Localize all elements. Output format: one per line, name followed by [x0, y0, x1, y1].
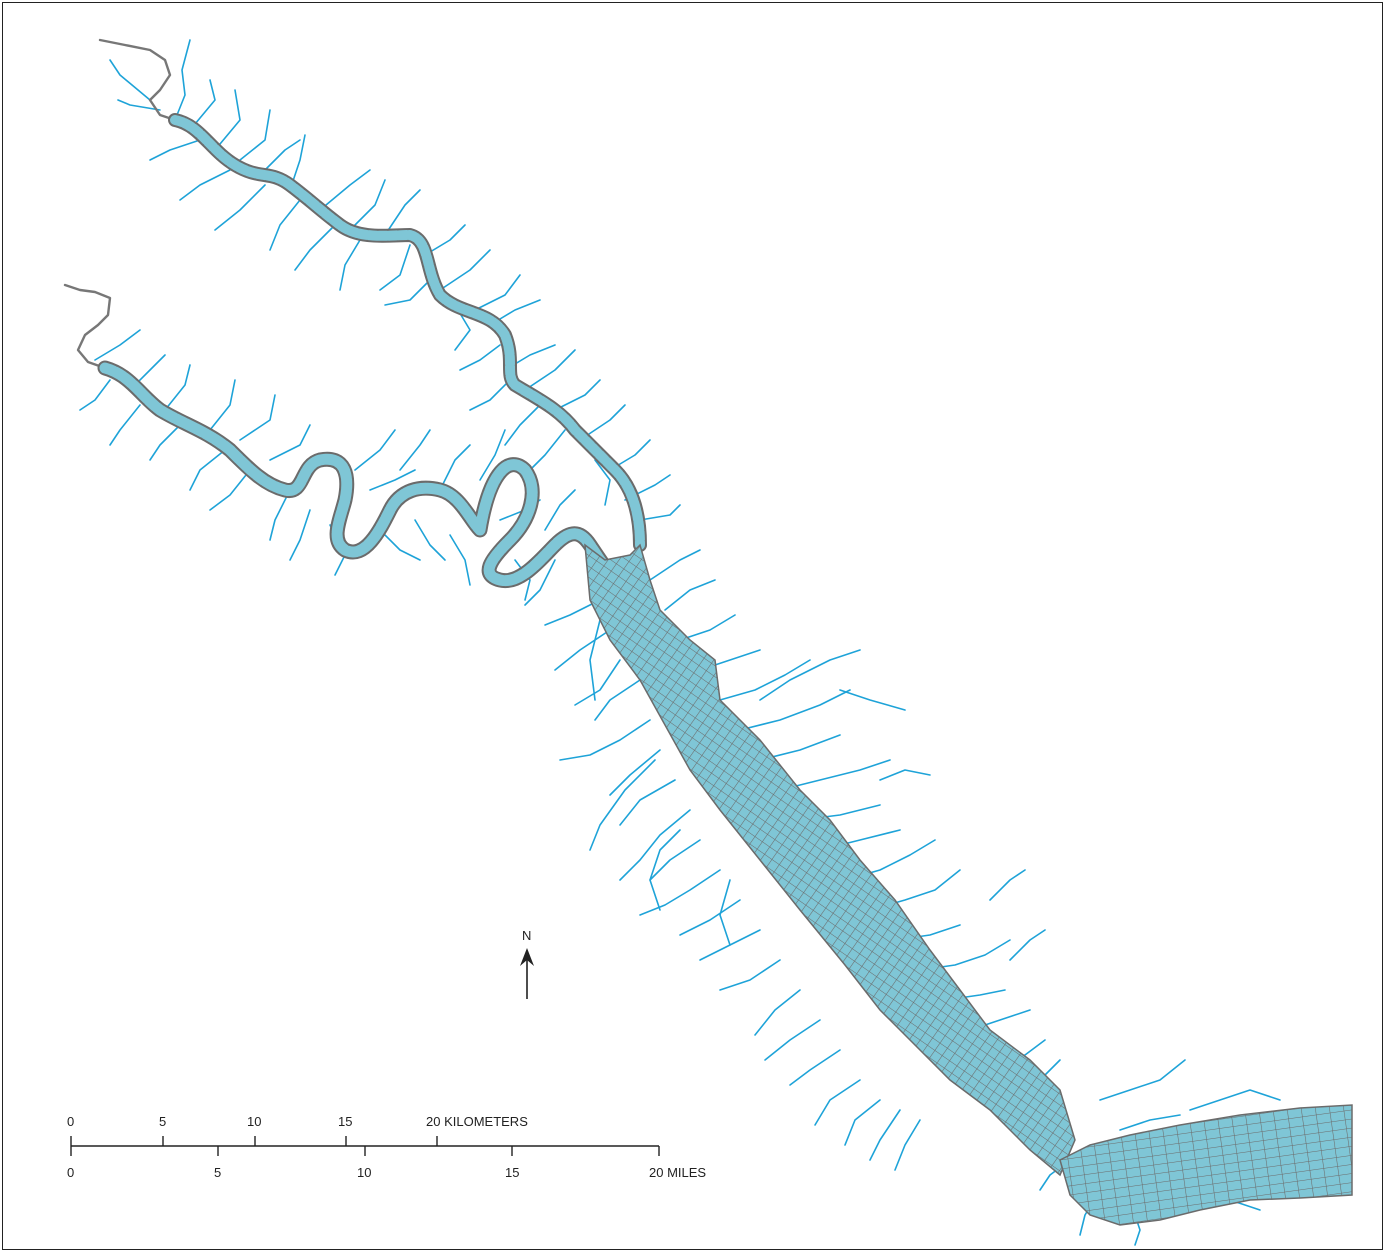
north-arrow-icon [520, 948, 534, 966]
scale-km-label: 5 [159, 1114, 166, 1129]
scale-km-label: 15 [338, 1114, 352, 1129]
scale-km-label: 0 [67, 1114, 74, 1129]
model-grid-river [97, 113, 1353, 1226]
scale-bar: 0 5 10 15 20 KILOMETERS 0 5 10 15 20 MIL… [67, 1114, 706, 1180]
north-label: N [522, 928, 531, 943]
headwater-channels [63, 38, 177, 370]
scale-km-label: 10 [247, 1114, 261, 1129]
north-arrow: N [520, 928, 534, 999]
scale-mile-label: 10 [357, 1165, 371, 1180]
scale-mile-label: 5 [214, 1165, 221, 1180]
scale-km-label: 20 KILOMETERS [426, 1114, 528, 1129]
scale-mile-label: 15 [505, 1165, 519, 1180]
scale-mile-label: 0 [67, 1165, 74, 1180]
scale-mile-label: 20 MILES [649, 1165, 706, 1180]
